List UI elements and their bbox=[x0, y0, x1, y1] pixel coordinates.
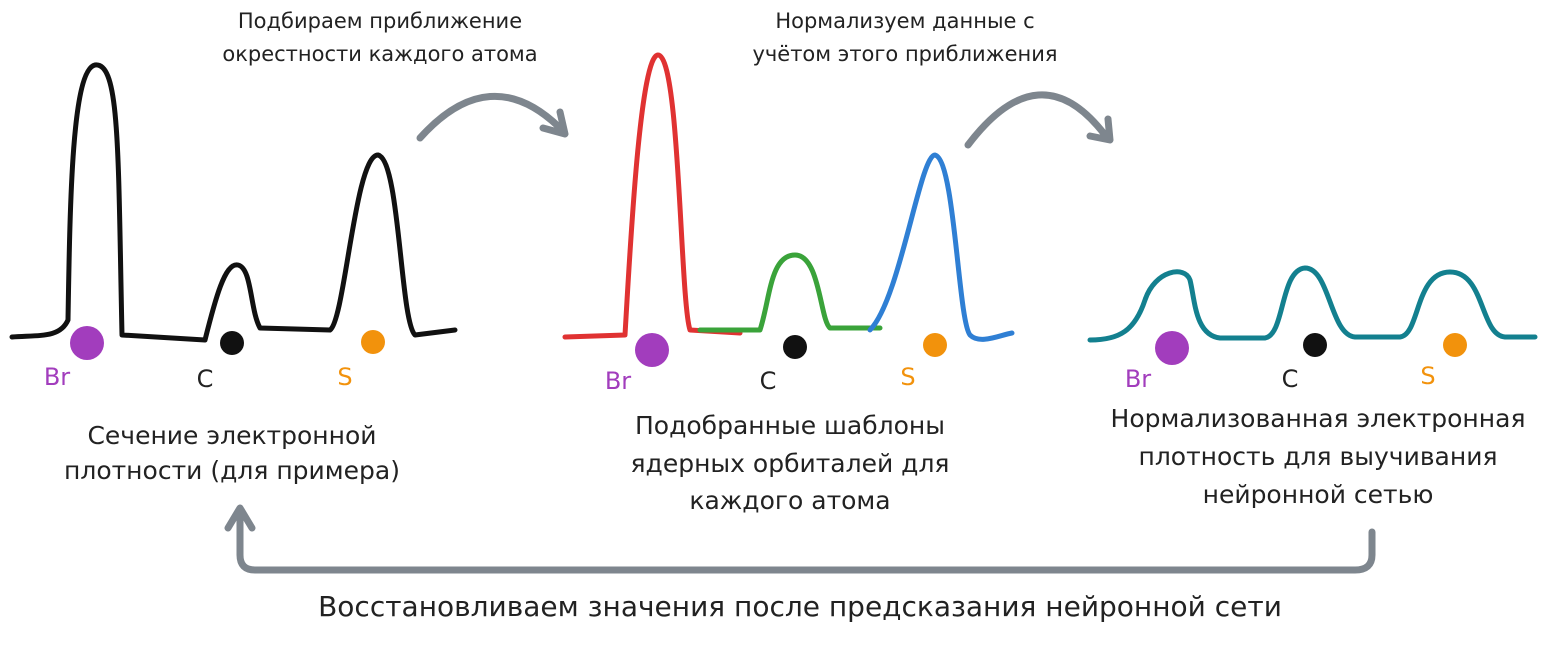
atom-dot bbox=[70, 326, 104, 360]
panel-caption: плотность для выучивания bbox=[1138, 442, 1497, 471]
atom-dot bbox=[923, 333, 947, 357]
atom-dot bbox=[361, 330, 385, 354]
atom-label: C bbox=[197, 365, 214, 393]
atom-label: C bbox=[760, 367, 777, 395]
feedback-caption: Восстановливаем значения после предсказа… bbox=[318, 590, 1282, 623]
arrow-caption: окрестности каждого атома bbox=[222, 42, 537, 66]
arrow-caption: учётом этого приближения bbox=[752, 42, 1057, 66]
panel-caption: Нормализованная электронная bbox=[1111, 404, 1526, 433]
template-curve bbox=[697, 252, 883, 333]
panel-caption: Сечение электронной bbox=[87, 421, 376, 450]
atom-dot bbox=[220, 331, 244, 355]
atom-label: S bbox=[1420, 362, 1435, 390]
density-curve bbox=[9, 62, 458, 343]
atom-label: S bbox=[900, 363, 915, 391]
arrow bbox=[416, 93, 569, 142]
atom-dot bbox=[1303, 333, 1327, 357]
atom-label: S bbox=[337, 363, 352, 391]
panel-caption: нейронной сетью bbox=[1203, 480, 1434, 509]
normalized-curve bbox=[1087, 265, 1538, 343]
atom-label: C bbox=[1282, 365, 1299, 393]
panel-caption: каждого атома bbox=[689, 486, 890, 515]
feedback-arrow bbox=[224, 504, 1376, 574]
arrow-caption: Нормализуем данные с bbox=[775, 9, 1034, 33]
atom-label: Br bbox=[605, 367, 631, 395]
atom-dot bbox=[1155, 331, 1189, 365]
atom-label: Br bbox=[1125, 365, 1151, 393]
atom-label: Br bbox=[44, 363, 70, 391]
panel-caption: ядерных орбиталей для bbox=[631, 449, 950, 478]
template-curve bbox=[867, 152, 1015, 342]
arrow bbox=[964, 91, 1114, 149]
panel-caption: плотности (для примера) bbox=[64, 456, 400, 485]
atom-dot bbox=[635, 333, 669, 367]
panel-caption: Подобранные шаблоны bbox=[635, 411, 945, 440]
atom-dot bbox=[1443, 333, 1467, 357]
atom-dot bbox=[783, 335, 807, 359]
template-curve bbox=[562, 52, 743, 340]
arrow-caption: Подбираем приближение bbox=[238, 9, 522, 33]
